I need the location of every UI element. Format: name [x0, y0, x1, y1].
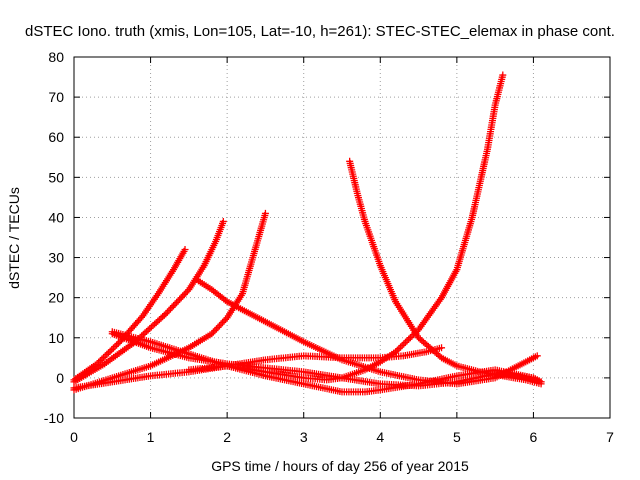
- data-point: [393, 346, 401, 354]
- data-point: [111, 343, 119, 351]
- data-point: [179, 292, 187, 300]
- data-point: [165, 307, 173, 315]
- data-point: [106, 347, 114, 355]
- data-point: [163, 308, 171, 316]
- series-7: [185, 71, 507, 384]
- data-point: [98, 355, 106, 363]
- data-point: [100, 354, 108, 362]
- y-tick-label: 0: [56, 370, 64, 386]
- data-point: [104, 349, 112, 357]
- y-axis-label: dSTEC / TECUs: [6, 187, 22, 289]
- x-tick-label: 5: [453, 429, 461, 445]
- series-group: [70, 71, 545, 396]
- x-tick-label: 0: [70, 429, 78, 445]
- data-point: [160, 311, 168, 319]
- x-tick-label: 6: [530, 429, 538, 445]
- data-point: [436, 352, 444, 360]
- data-point: [182, 289, 190, 297]
- x-tick-label: 1: [147, 429, 155, 445]
- data-point: [406, 334, 414, 342]
- data-point: [208, 330, 216, 338]
- x-axis: 0 1 2 3 4 5 6 7: [70, 57, 614, 445]
- data-point: [537, 378, 545, 386]
- data-point: [181, 246, 189, 254]
- y-tick-label: 60: [48, 129, 64, 145]
- data-point: [209, 328, 217, 336]
- series-9: [108, 330, 545, 390]
- data-point: [403, 337, 411, 345]
- data-point: [109, 344, 117, 352]
- data-point: [170, 302, 178, 310]
- data-point: [166, 305, 174, 313]
- data-point: [211, 327, 219, 335]
- data-point: [392, 348, 400, 356]
- y-tick-label: 30: [48, 250, 64, 266]
- data-point: [212, 325, 220, 333]
- data-point: [101, 352, 109, 360]
- y-tick-label: 40: [48, 209, 64, 225]
- plot-frame: [73, 56, 611, 419]
- data-point: [398, 342, 406, 350]
- data-point: [176, 295, 184, 303]
- data-point: [180, 290, 188, 298]
- data-point: [174, 297, 182, 305]
- y-tick-label: 10: [48, 330, 64, 346]
- data-point: [162, 310, 170, 318]
- data-point: [219, 319, 227, 327]
- x-tick-label: 7: [606, 429, 614, 445]
- data-point: [168, 303, 176, 311]
- data-point: [395, 345, 403, 353]
- data-point: [171, 300, 179, 308]
- y-tick-label: 20: [48, 290, 64, 306]
- data-point: [220, 317, 228, 325]
- x-tick-label: 3: [300, 429, 308, 445]
- data-point: [173, 298, 181, 306]
- y-tick-label: 70: [48, 89, 64, 105]
- data-point: [114, 339, 122, 347]
- y-tick-label: -10: [44, 410, 64, 426]
- data-point: [499, 71, 507, 79]
- series-2: [70, 217, 227, 386]
- y-axis: -10 0 10 20 30 40 50 60 70 80: [44, 49, 610, 426]
- y-tick-label: 80: [48, 49, 64, 65]
- data-point: [217, 320, 225, 328]
- data-point: [405, 335, 413, 343]
- series-5: [193, 276, 541, 388]
- x-tick-label: 4: [376, 429, 384, 445]
- data-point: [113, 341, 121, 349]
- data-point: [533, 352, 541, 360]
- data-point: [103, 350, 111, 358]
- series-8: [346, 157, 545, 388]
- data-point: [214, 323, 222, 331]
- data-point: [261, 209, 269, 217]
- data-point: [108, 346, 116, 354]
- data-point: [215, 322, 223, 330]
- data-point: [397, 343, 405, 351]
- data-point: [438, 344, 446, 352]
- data-point: [400, 340, 408, 348]
- data-point: [401, 338, 409, 346]
- x-tick-label: 2: [223, 429, 231, 445]
- data-point: [219, 217, 227, 225]
- x-axis-label: GPS time / hours of day 256 of year 2015: [211, 458, 469, 474]
- data-point: [177, 294, 185, 302]
- chart-title: dSTEC Iono. truth (xmis, Lon=105, Lat=-1…: [25, 23, 615, 40]
- y-tick-label: 50: [48, 169, 64, 185]
